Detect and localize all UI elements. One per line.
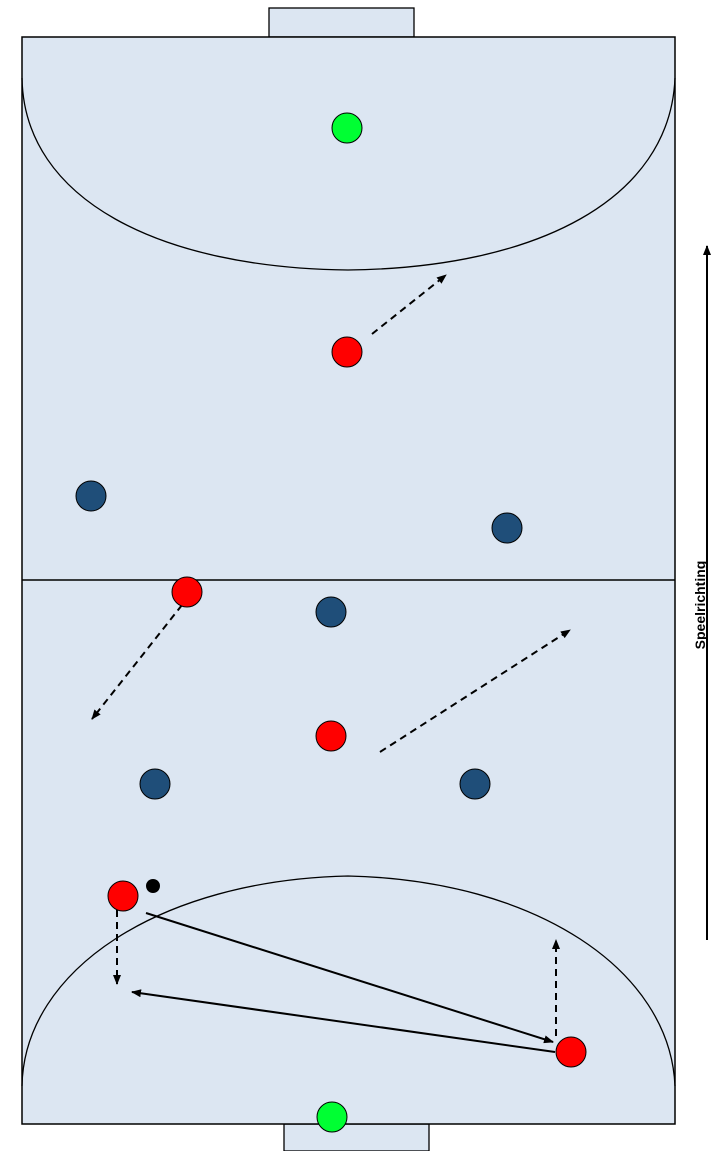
goal-area-top bbox=[21, 77, 676, 271]
run-arrow bbox=[371, 274, 447, 335]
defender-player bbox=[139, 768, 171, 800]
play-direction-label: Speelrichting bbox=[692, 560, 708, 650]
run-arrow bbox=[379, 629, 571, 753]
pass-arrow bbox=[131, 989, 556, 1053]
goal-bottom bbox=[283, 1123, 430, 1151]
attacker-player bbox=[555, 1036, 587, 1068]
goal-top bbox=[268, 7, 415, 38]
attacker-player bbox=[315, 720, 347, 752]
pass-arrow bbox=[145, 912, 554, 1044]
defender-player bbox=[315, 596, 347, 628]
run-arrow bbox=[91, 604, 183, 720]
goalkeeper-top bbox=[331, 112, 363, 144]
goal-area-bottom bbox=[21, 875, 676, 1087]
attacker-player bbox=[171, 576, 203, 608]
defender-player bbox=[491, 512, 523, 544]
ball bbox=[146, 879, 160, 893]
defender-player bbox=[75, 480, 107, 512]
attacker-player-with-ball bbox=[107, 880, 139, 912]
goalkeeper-bottom bbox=[316, 1101, 348, 1133]
defender-player bbox=[459, 768, 491, 800]
attacker-player bbox=[331, 336, 363, 368]
